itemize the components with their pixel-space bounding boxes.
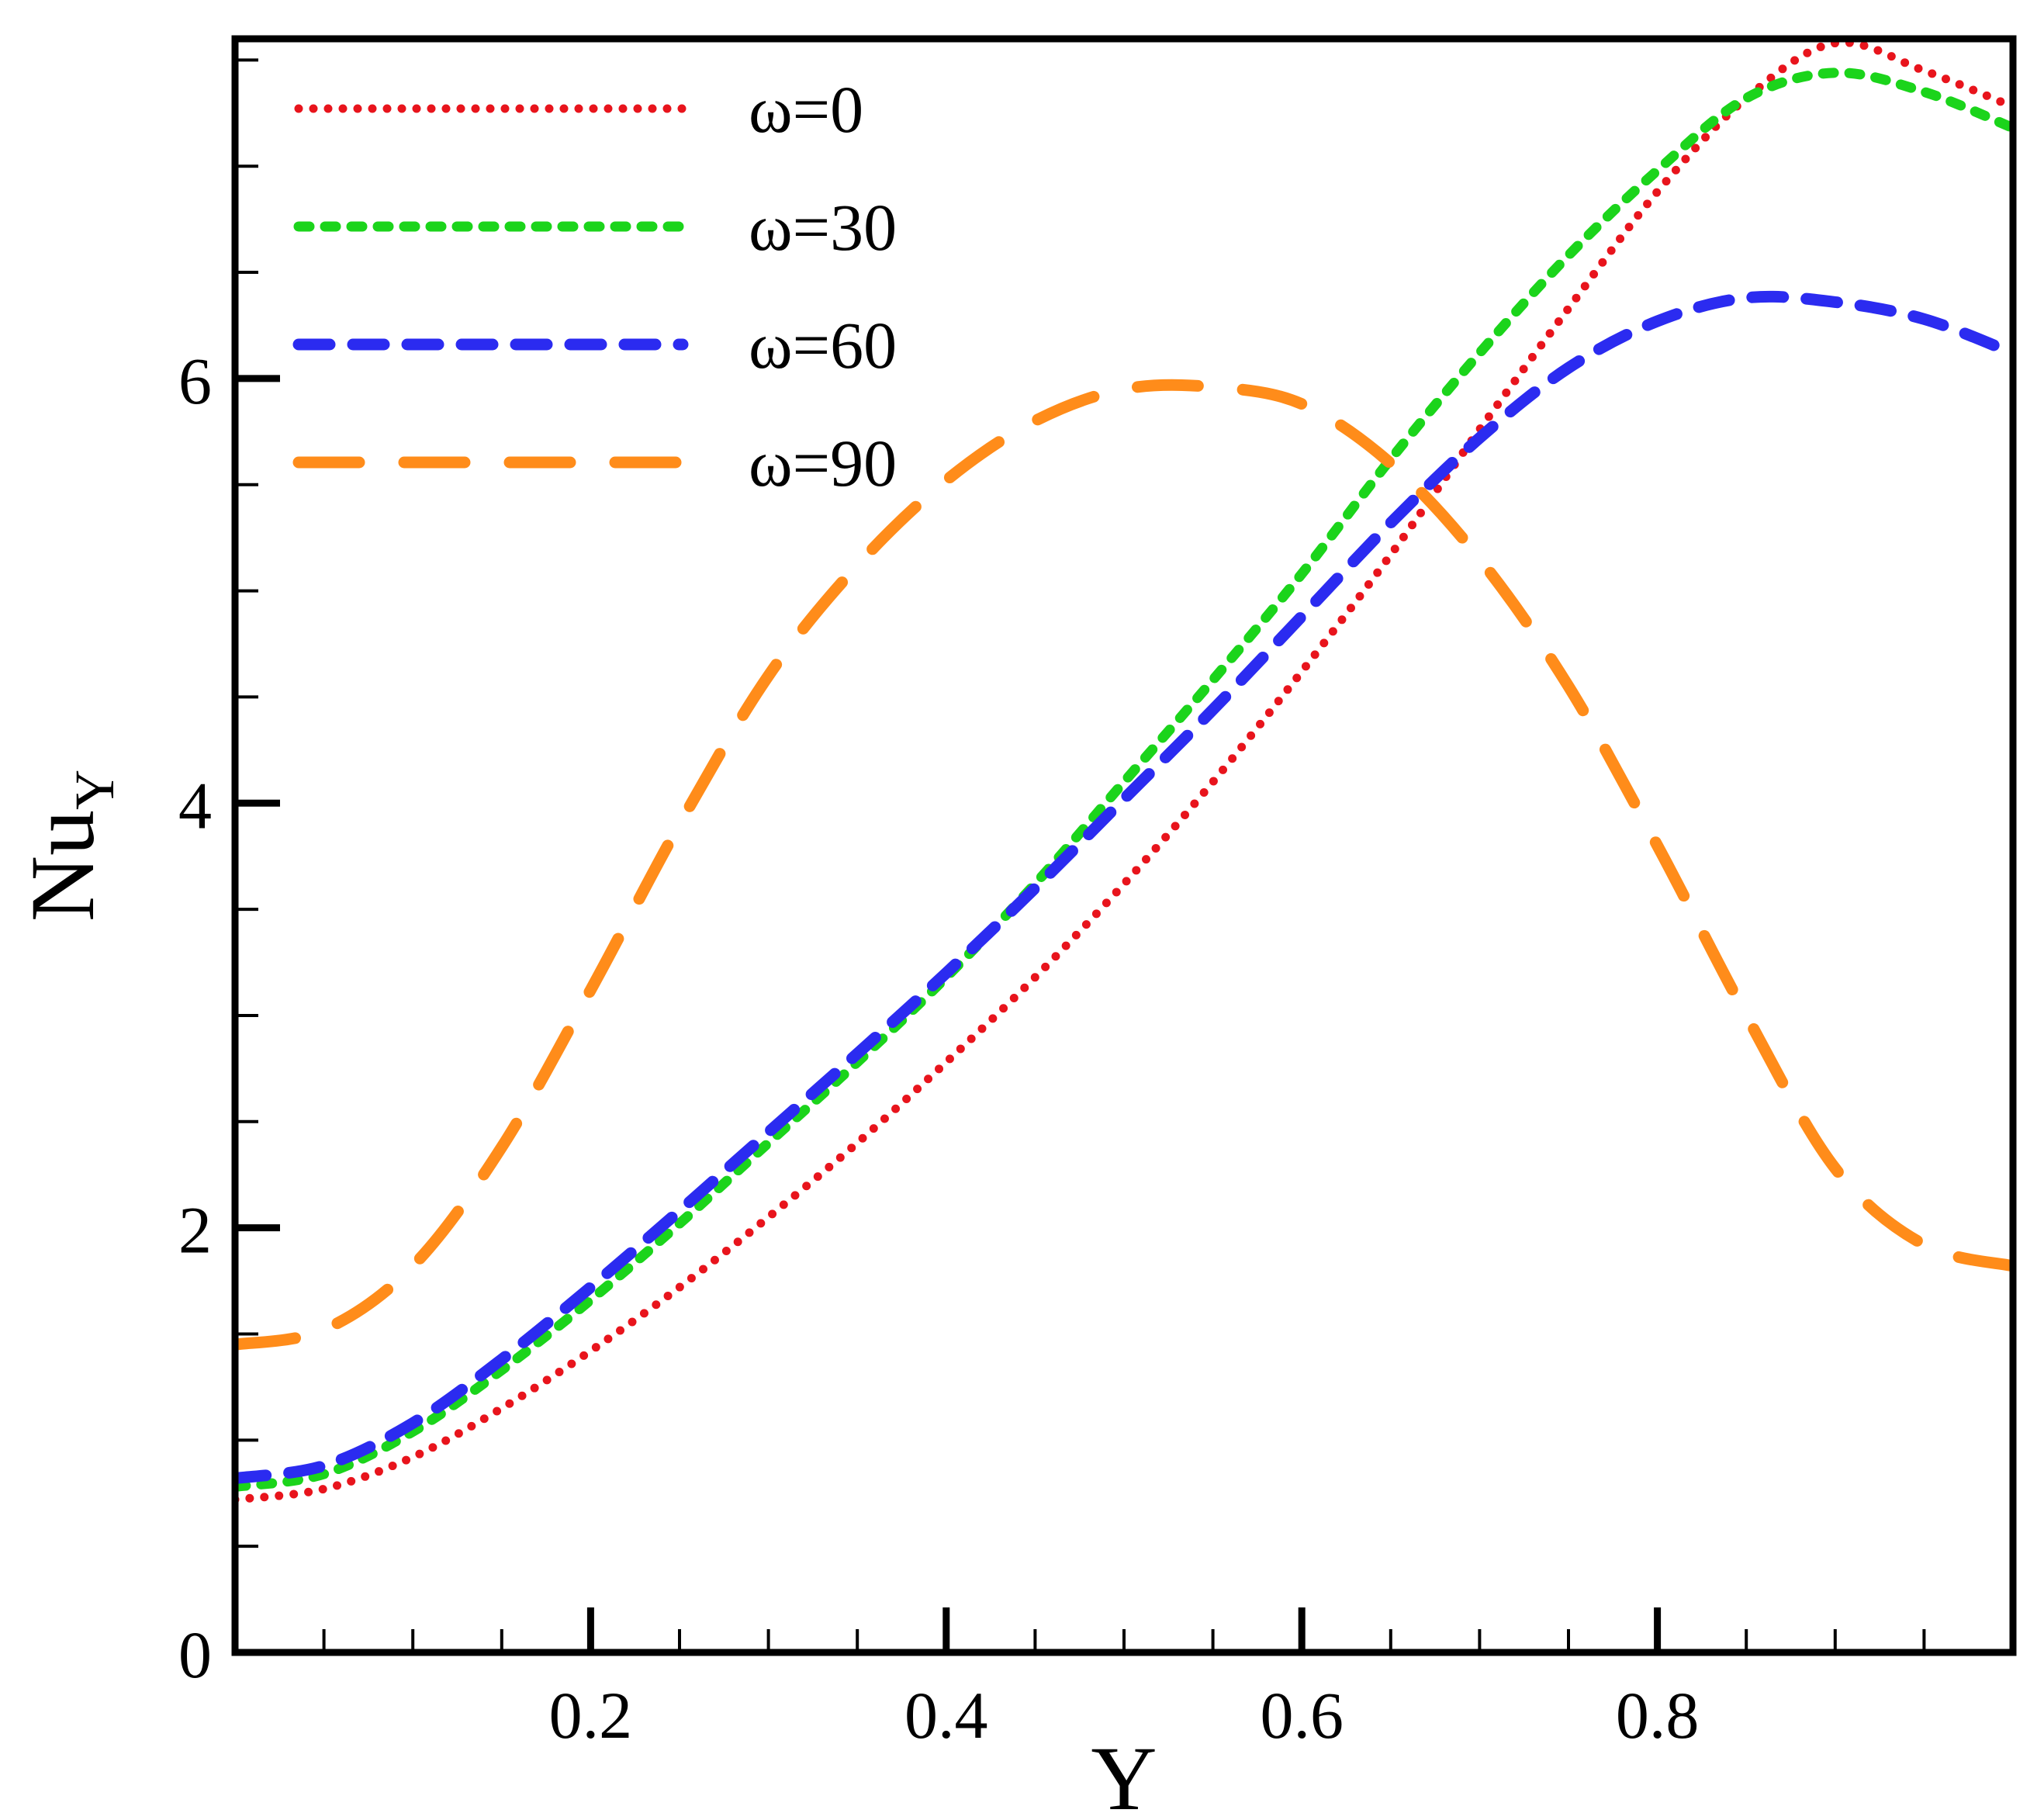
legend-label-2: ω=30 [749,190,897,265]
series-line-4 [235,379,2013,1351]
y-axis-title-main: Nu [12,810,113,922]
legend-label-4: ω=90 [749,426,897,500]
series-line-2 [235,67,2013,1492]
legend: ω=0 ω=30 ω=60 ω=90 [292,72,897,500]
series-layer [235,39,2013,1504]
x-tick-label: 0.6 [1260,1678,1344,1753]
x-tick-label: 0.4 [904,1678,988,1753]
x-tick-label: 0.2 [549,1678,633,1753]
series-line-3 [235,290,2013,1485]
y-tick-label: 6 [178,344,212,418]
x-axis-title: Y [1091,1728,1157,1820]
y-axis-title-subscript: Y [64,770,126,810]
y-tick-label: 2 [178,1193,212,1268]
x-tick-label: 0.8 [1616,1678,1700,1753]
legend-label-3: ω=60 [749,308,897,382]
tick-labels: 0.2 0.4 0.6 0.8 0 2 4 6 [178,344,1699,1753]
series-line-1 [235,39,2013,1504]
legend-label-1: ω=0 [749,72,863,147]
y-tick-label: 0 [178,1618,212,1692]
plot-frame [231,35,2017,1656]
y-tick-label: 4 [178,768,212,843]
y-axis-title: NuY [12,770,126,922]
